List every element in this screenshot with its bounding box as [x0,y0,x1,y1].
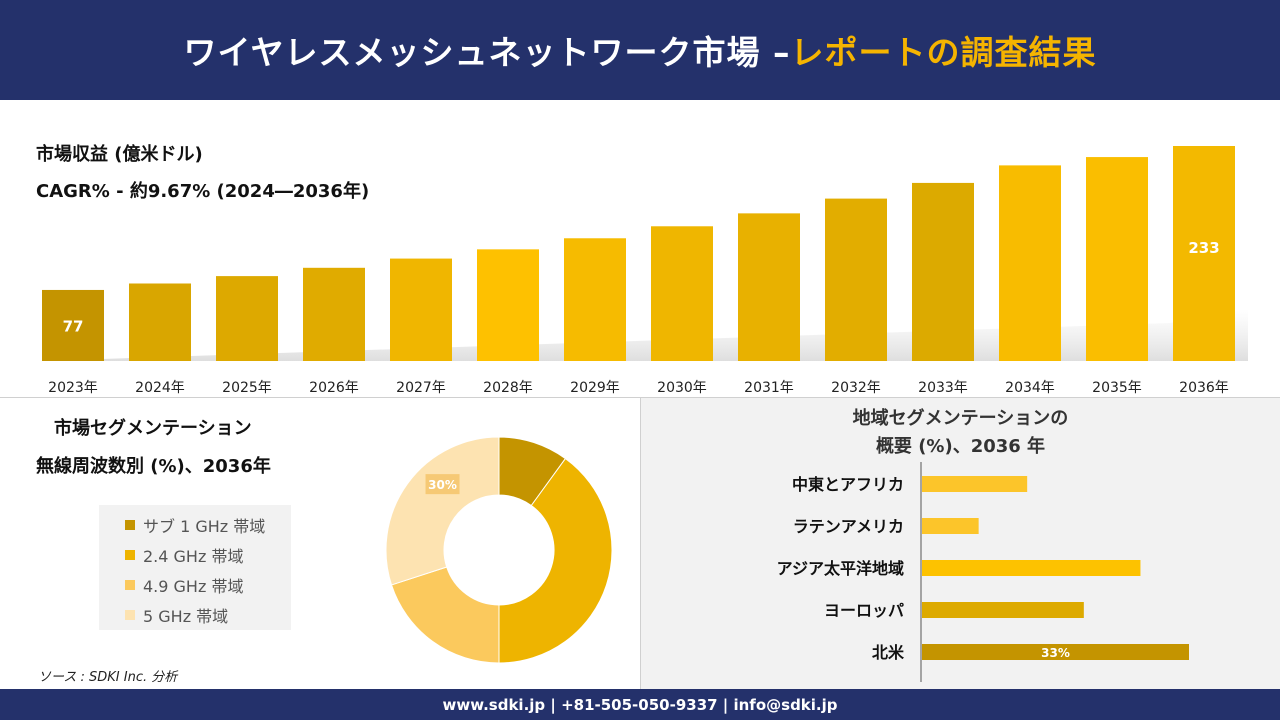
bar-data-label: 77 [63,317,84,335]
x-tick-label: 2023年 [48,380,98,396]
bar-2030年 [651,226,713,361]
x-tick-label: 2036年 [1179,380,1229,396]
bar-2026年 [303,267,365,361]
x-tick-label: 2028年 [483,380,533,396]
bar-2029年 [564,238,626,361]
legend-label: 5 GHz 帯域 [143,607,229,626]
x-tick-label: 2026年 [309,380,359,396]
region-label: ラテンアメリカ [793,517,904,536]
page-title: ワイヤレスメッシュネットワーク市場 – [183,33,791,72]
legend-label: サブ 1 GHz 帯域 [143,517,266,536]
donut-legend: サブ 1 GHz 帯域 2.4 GHz 帯域 4.9 GHz 帯域 5 GHz … [99,505,291,630]
legend-item-5ghz: 5 GHz 帯域 [125,603,228,627]
x-tick-label: 2024年 [135,380,185,396]
x-tick-label: 2025年 [222,380,272,396]
legend-label: 2.4 GHz 帯域 [143,547,244,566]
regional-panel [641,398,1280,689]
region-bar [922,560,1141,576]
region-label: ヨーロッパ [824,601,904,620]
bar-2027年 [390,258,452,361]
segmentation-subtitle: 無線周波数別 (%)、2036年 [36,456,271,477]
x-tick-label: 2035年 [1092,380,1142,396]
revenue-label: 市場収益 (億米ドル) [36,144,203,165]
revenue-bar-chart: 77 233 2023年 2024年 2025年 2026年 2027年 2028年 2029… [42,146,1248,396]
region-label: アジア太平洋地域 [777,559,904,578]
legend-item-sub1ghz: サブ 1 GHz 帯域 [125,513,265,537]
page-title-highlight: レポートの調査結果 [790,33,1097,72]
bar-2025年 [216,276,278,361]
segmentation-title: 市場セグメンテーション [54,418,252,439]
frequency-donut-chart: 30% [385,436,613,664]
region-bar [922,476,1028,492]
x-tick-label: 2033年 [918,380,968,396]
x-tick-label: 2027年 [396,380,446,396]
cagr-label: CAGR% - 約9.67% (2024―2036年) [36,181,370,202]
footer-contact: www.sdki.jp | +81-505-050-9337 | info@sd… [0,689,1280,720]
x-tick-label: 2032年 [831,380,881,396]
section-divider [0,397,1280,398]
legend-swatch [125,610,135,620]
donut-data-label: 30% [428,478,457,492]
bar-2036年 [1173,146,1235,361]
bar-data-label: 233 [1188,239,1219,257]
donut-label-bg [425,474,460,495]
bar-2035年 [1086,157,1148,361]
legend-item-4-9ghz: 4.9 GHz 帯域 [125,573,243,597]
source-note: ソース : SDKI Inc. 分析 [38,670,178,685]
section-divider-vertical [640,398,641,689]
legend-label: 4.9 GHz 帯域 [143,577,244,596]
x-tick-label: 2031年 [744,380,794,396]
donut-slice [385,436,500,586]
region-bar [922,602,1084,618]
bar-2024年 [129,283,191,361]
bar-2028年 [477,249,539,361]
region-bar [922,644,1189,660]
bar-2032年 [825,198,887,361]
x-tick-label: 2029年 [570,380,620,396]
donut-slice [390,566,500,664]
regional-title-line1: 地域セグメンテーションの [852,408,1069,429]
regional-title: 地域セグメンテーションの 概要 (%)、2036 年 [641,405,1280,461]
region-bar [922,518,979,534]
bar-2034年 [999,165,1061,361]
region-label: 北米 [872,643,905,662]
x-tick-label: 2030年 [657,380,707,396]
donut-slice [498,457,613,664]
legend-swatch [125,550,135,560]
header-banner: ワイヤレスメッシュネットワーク市場 – レポートの調査結果 [0,0,1280,100]
legend-swatch [125,580,135,590]
regional-title-line2: 概要 (%)、2036 年 [875,436,1046,457]
legend-item-2-4ghz: 2.4 GHz 帯域 [125,543,243,567]
bar-2023年 [42,289,104,361]
x-tick-label: 2034年 [1005,380,1055,396]
bar-2033年 [912,182,974,361]
region-data-label: 33% [1041,646,1070,660]
region-label: 中東とアフリカ [792,475,904,494]
legend-swatch [125,520,135,530]
bar-2031年 [738,213,800,361]
